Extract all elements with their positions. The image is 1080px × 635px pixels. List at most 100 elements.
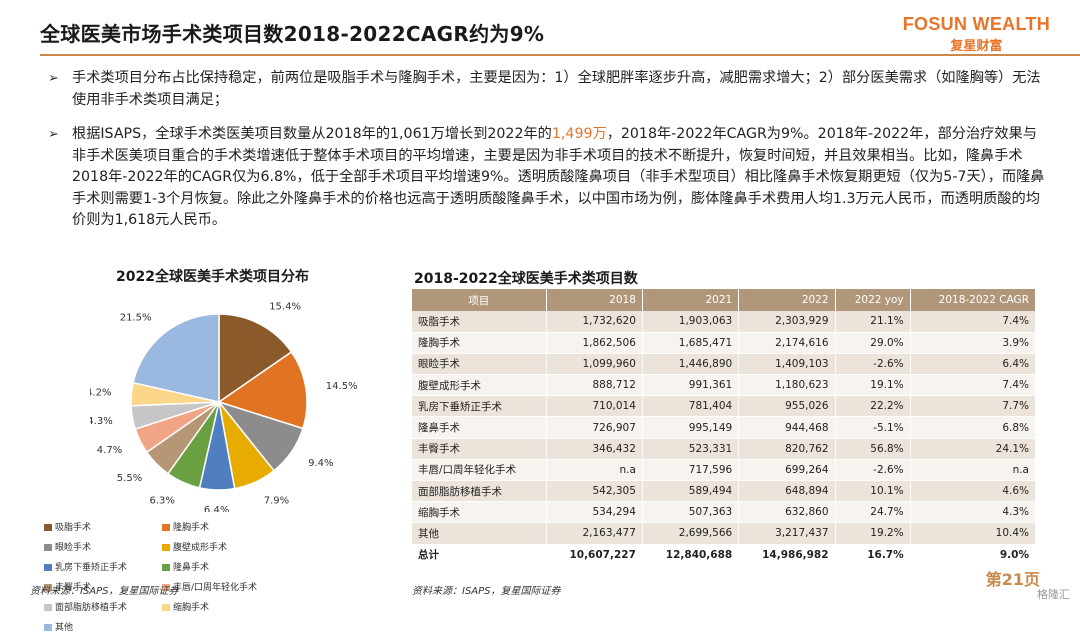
table-title: 2018-2022全球医美手术类项目数 <box>414 271 638 287</box>
table-cell: 648,894 <box>738 480 836 503</box>
pie-chart: 15.4% 14.5% 9.4% 7.9% 6.4% 6.3% 5.5% 4.7% 4.3% 4.… <box>90 301 358 512</box>
table-cell: 955,026 <box>738 395 836 418</box>
legend-swatch <box>44 584 52 591</box>
table-cell: 19.1% <box>835 374 911 397</box>
table-header-row: 项目 2018 2021 2022 2022 yoy 2018-2022 CAGR <box>412 289 1037 311</box>
legend-swatch <box>44 524 52 531</box>
table-cell: 3.9% <box>910 332 1037 354</box>
legend-item: 隆胸手术 <box>162 522 280 535</box>
table-cell: 丰唇/口周年轻化手术 <box>412 459 547 482</box>
table-cell: 1,099,960 <box>546 353 643 376</box>
legend-label: 腹壁成形手术 <box>173 543 228 553</box>
pie-data-label: 4.3% <box>90 416 113 427</box>
table-cell: 总计 <box>412 543 547 566</box>
table-cell: 717,596 <box>642 459 740 482</box>
table-row: 眼睑手术 1,099,960 1,446,890 1,409,103 -2.6% 6.4% <box>412 353 1037 376</box>
arrow-bullet-icon: ➢ <box>48 71 59 86</box>
bullet-text: 手术类项目分布占比保持稳定，前两位是吸脂手术与隆胸手术，主要是因为：1）全球肥胖… <box>72 70 1041 108</box>
table-row: 丰唇/口周年轻化手术 n.a 717,596 699,264 -2.6% n.a <box>412 459 1037 482</box>
arrow-bullet-icon: ➢ <box>48 127 59 142</box>
legend-item: 乳房下垂矫正手术 <box>44 562 162 575</box>
table-cell: 2,303,929 <box>738 311 836 333</box>
table-cell: 632,860 <box>738 501 836 524</box>
table-cell: 隆胸手术 <box>412 332 547 354</box>
table-cell: 888,712 <box>546 374 643 397</box>
legend-swatch <box>44 624 52 631</box>
column-header: 2018-2022 CAGR <box>910 289 1037 311</box>
table-cell: 29.0% <box>835 332 911 354</box>
table-row: 乳房下垂矫正手术 710,014 781,404 955,026 22.2% 7.7% <box>412 395 1037 418</box>
legend-swatch <box>44 604 52 611</box>
table-cell: 12,840,688 <box>642 543 740 566</box>
legend-item: 隆鼻手术 <box>162 562 280 575</box>
table-cell: 2,174,616 <box>738 332 836 354</box>
pie-data-label: 6.3% <box>150 496 175 507</box>
table-cell: 346,432 <box>546 438 643 460</box>
table-cell: 7.7% <box>910 395 1037 418</box>
table-cell: 507,363 <box>642 501 740 524</box>
pie-data-label: 21.5% <box>120 313 152 324</box>
table-cell: -2.6% <box>835 459 911 482</box>
table-cell: 6.4% <box>910 353 1037 376</box>
table-cell: 19.2% <box>835 522 911 545</box>
table-cell: 820,762 <box>738 438 836 460</box>
pie-data-label: 9.4% <box>308 458 333 469</box>
pie-data-label: 14.5% <box>326 381 358 392</box>
table-cell: 1,862,506 <box>546 332 643 354</box>
table-cell: 吸脂手术 <box>412 311 547 333</box>
legend-label: 丰唇/口周年轻化手术 <box>173 583 258 593</box>
table-cell: 4.6% <box>910 480 1037 503</box>
table-cell: 944,468 <box>738 416 836 439</box>
legend-item: 吸脂手术 <box>44 522 162 535</box>
table-cell: 1,409,103 <box>738 353 836 376</box>
legend-swatch <box>44 564 52 571</box>
logo-text-en: FOSUN WEALTH <box>902 14 1050 34</box>
table-cell: 缩胸手术 <box>412 501 547 524</box>
column-header: 2022 <box>738 289 836 311</box>
pie-slice <box>217 350 308 430</box>
table-cell: 56.8% <box>835 438 911 460</box>
table-cell: 10.4% <box>910 522 1037 545</box>
table-cell: 9.0% <box>910 543 1037 566</box>
table-cell: 2,699,566 <box>642 522 740 545</box>
source-note-right: 资料来源：ISAPS，复星国际证券 <box>412 586 561 597</box>
table-cell: 22.2% <box>835 395 911 418</box>
pie-slice <box>218 313 293 404</box>
table-cell: 7.4% <box>910 374 1037 397</box>
table-row: 隆鼻手术 726,907 995,149 944,468 -5.1% 6.8% <box>412 416 1037 439</box>
data-table: 项目 2018 2021 2022 2022 yoy 2018-2022 CAGR 吸脂手… <box>412 289 1037 566</box>
legend-swatch <box>162 604 170 611</box>
table-cell: 14,986,982 <box>738 543 836 566</box>
table-cell: 2,163,477 <box>546 522 643 545</box>
bullet-text: ，2018年-2022年CAGR为9%。2018年-2022年，部分治疗效果与非… <box>72 126 1045 228</box>
table-cell: 10,607,227 <box>546 543 643 566</box>
table-cell: 726,907 <box>546 416 643 439</box>
column-header: 2018 <box>546 289 643 311</box>
table-cell: 781,404 <box>642 395 740 418</box>
pie-data-label: 15.4% <box>269 301 301 312</box>
table-cell: 7.4% <box>910 311 1037 333</box>
logo-text-cn: 复星财富 <box>950 39 1003 54</box>
table-row: 隆胸手术 1,862,506 1,685,471 2,174,616 29.0% 3.9% <box>412 332 1037 354</box>
table-cell: 丰臀手术 <box>412 438 547 460</box>
column-header: 2022 yoy <box>835 289 911 311</box>
table-cell: 542,305 <box>546 480 643 503</box>
pie-data-label: 4.2% <box>90 387 111 398</box>
table-row: 面部脂肪移植手术 542,305 589,494 648,894 10.1% 4.6% <box>412 480 1037 503</box>
table-cell: 991,361 <box>642 374 740 397</box>
bullet-item: ➢ 根据ISAPS，全球手术类医美项目数量从2018年的1,061万增长到202… <box>48 124 1048 232</box>
table-cell: n.a <box>546 459 643 482</box>
pie-data-label: 7.9% <box>264 495 289 506</box>
table-total-row: 总计 10,607,227 12,840,688 14,986,982 16.7% 9.0… <box>412 543 1037 566</box>
table-cell: 1,446,890 <box>642 353 740 376</box>
legend-label: 隆鼻手术 <box>173 563 210 573</box>
legend-swatch <box>44 544 52 551</box>
page-number: 第21页 <box>985 570 1040 589</box>
table-cell: 699,264 <box>738 459 836 482</box>
legend-item: 其他 <box>44 622 162 635</box>
legend-label: 其他 <box>55 623 74 633</box>
legend-label: 面部脂肪移植手术 <box>55 603 128 613</box>
legend-label: 缩胸手术 <box>173 603 210 613</box>
table-cell: 534,294 <box>546 501 643 524</box>
table-row: 丰臀手术 346,432 523,331 820,762 56.8% 24.1% <box>412 438 1037 460</box>
